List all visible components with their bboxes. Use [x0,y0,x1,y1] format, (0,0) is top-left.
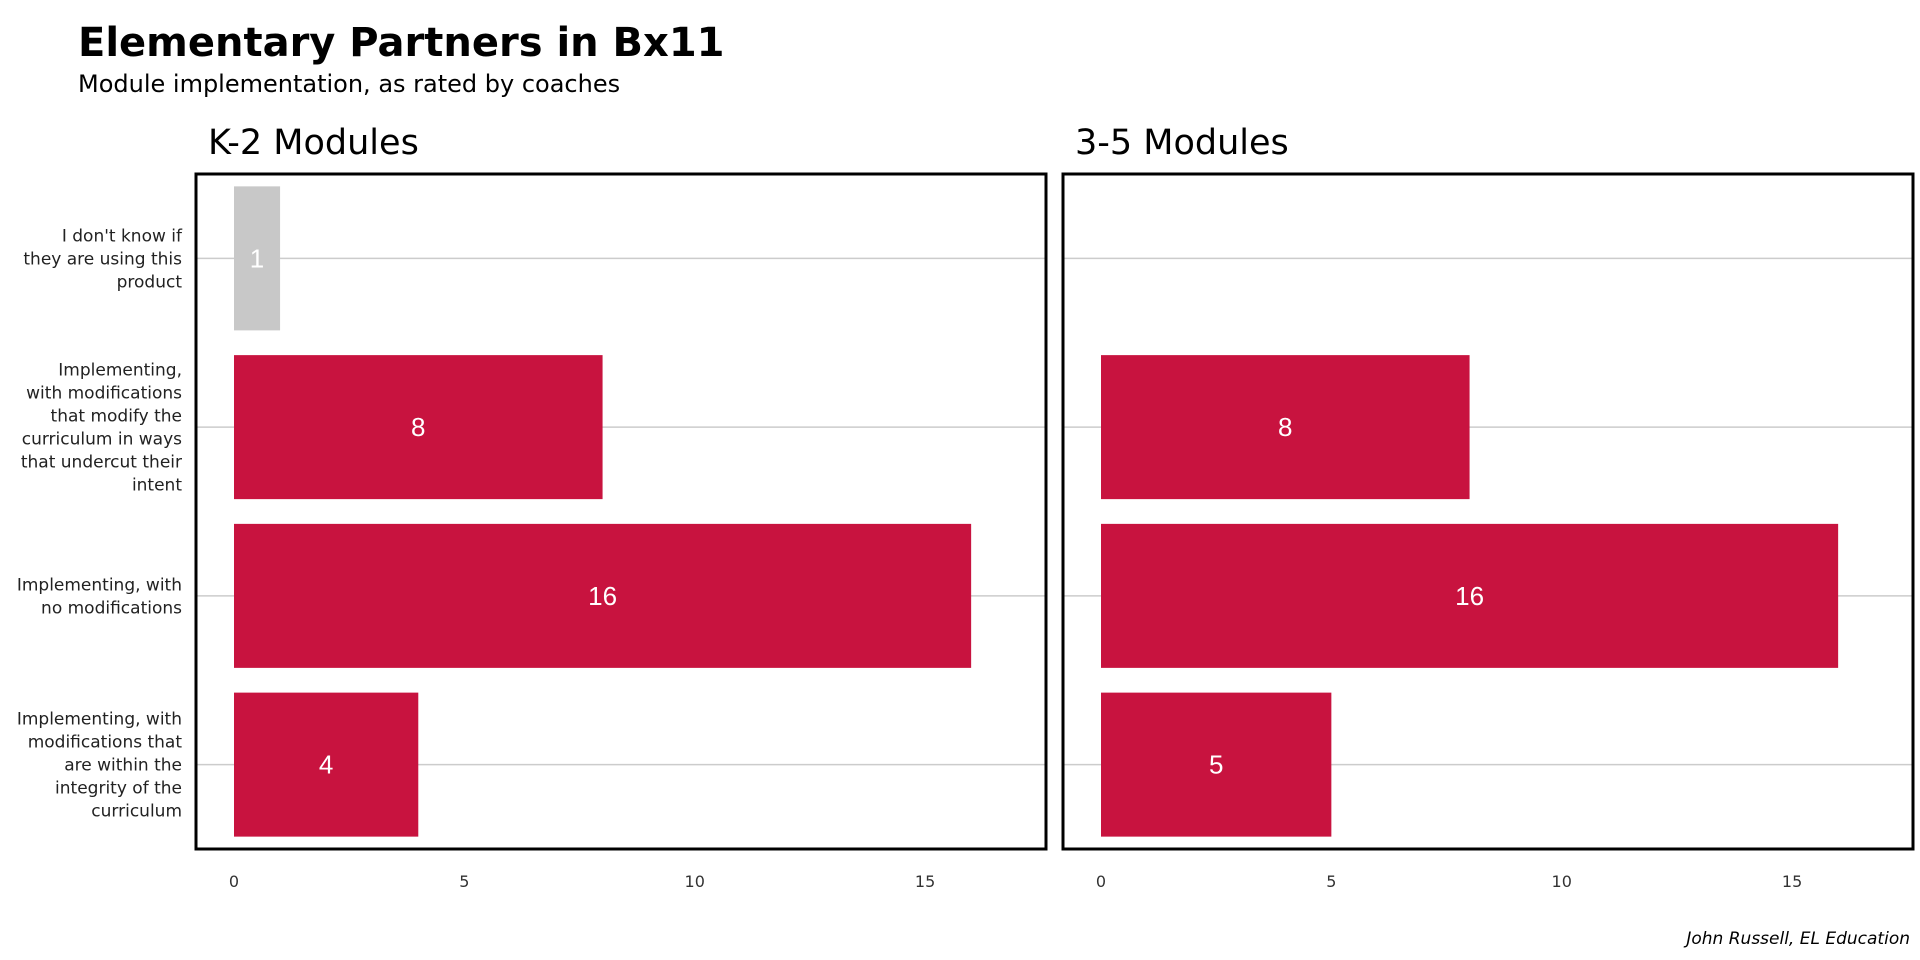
x-tick-label: 0 [229,872,239,891]
x-tick-label: 15 [1782,872,1802,891]
panel-border [194,172,1048,851]
chart-caption: John Russell, EL Education [1683,929,1910,949]
category-label: Implementing, with modifications that are … [17,710,183,822]
bar [1101,355,1470,500]
category-label: Implementing, with modifications that modi… [21,361,182,496]
bar [234,692,419,837]
bar-label: 5 [1209,750,1223,780]
bar [1101,523,1839,668]
bar-label: 1 [250,243,264,273]
facet-title: K-2 Modules [208,123,419,163]
panels: K-2 Modules 1 8 16 4 0 5 10 15 3-5 Modules 8 16 5 0 5 1… [194,123,1915,891]
category-labels: I don't know if they are using this produc… [17,226,183,821]
x-tick-label: 10 [685,872,705,891]
x-tick-label: 15 [915,872,935,891]
x-tick-label: 0 [1096,872,1106,891]
panel-1: K-2 Modules 1 8 16 4 0 5 10 15 [194,123,1048,891]
category-label: Implementing, with no modifications [17,575,182,618]
x-tick-label: 5 [1326,872,1336,891]
bar [234,523,972,668]
bar-label: 16 [588,581,617,611]
panel-2: 3-5 Modules 8 16 5 0 5 10 15 [1061,123,1915,891]
chart-subtitle: Module implementation, as rated by coach… [78,70,620,98]
panel-border [1061,172,1915,851]
bar-label: 16 [1455,581,1484,611]
bar [1101,692,1332,837]
bar [234,186,281,331]
bar-label: 8 [1278,412,1292,442]
facet-title: 3-5 Modules [1075,123,1289,163]
x-tick-label: 5 [459,872,469,891]
bar-label: 4 [319,750,333,780]
bar [234,355,603,500]
x-tick-label: 10 [1552,872,1572,891]
chart-title: Elementary Partners in Bx11 [78,20,725,66]
bar-label: 8 [411,412,425,442]
category-label: I don't know if they are using this produc… [23,226,183,292]
